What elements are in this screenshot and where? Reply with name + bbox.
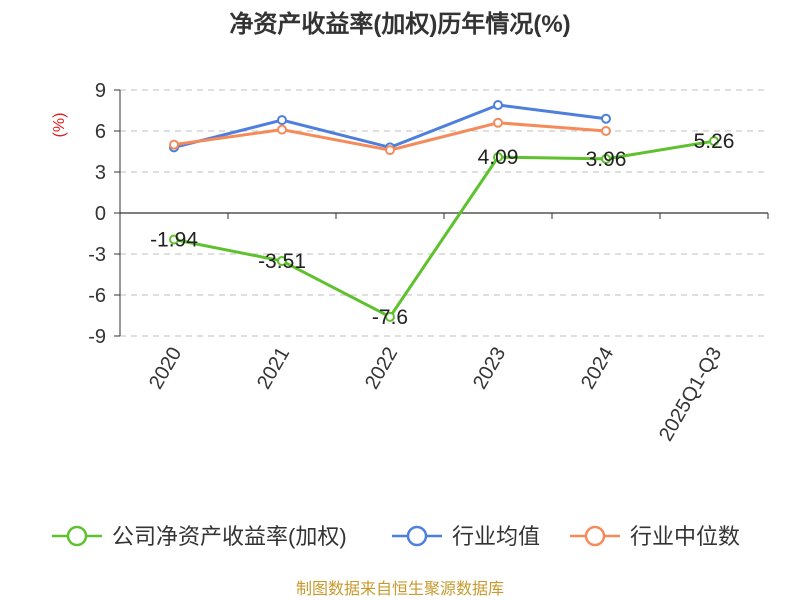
chart-title: 净资产收益率(加权)历年情况(%) [229, 10, 570, 38]
data-label: -1.94 [150, 229, 198, 252]
legend-label: 行业均值 [452, 524, 540, 549]
x-tick-label: 2025Q1-Q3 [655, 344, 726, 446]
y-tick-label: 3 [95, 162, 106, 184]
data-label: 3.96 [586, 148, 627, 171]
legend-swatch-marker [66, 525, 88, 547]
data-point [277, 124, 287, 135]
data-label: 4.09 [478, 146, 519, 169]
data-label: -3.51 [258, 250, 306, 273]
y-tick-label: 6 [95, 121, 106, 143]
legend-label: 行业中位数 [630, 524, 740, 549]
gridlines [120, 89, 768, 337]
data-point [709, 136, 719, 147]
data-point [385, 311, 395, 322]
y-tick-label: 0 [95, 203, 106, 225]
y-axis-ticks: 9 6 3 0 -3 -6 -9 [88, 80, 120, 348]
y-tick-label: -6 [88, 285, 106, 307]
y-tick-label: 9 [95, 80, 106, 102]
data-point [493, 152, 503, 163]
data-point [169, 234, 179, 245]
data-point [277, 255, 287, 266]
data-labels: -1.94 -3.51 -7.6 4.09 3.96 5.26 [150, 130, 734, 329]
legend-item: 行业中位数 [570, 524, 740, 549]
series-group [169, 100, 719, 322]
y-tick-label: -3 [88, 244, 106, 266]
data-point [601, 126, 611, 136]
data-point [169, 139, 179, 150]
data-point [493, 100, 503, 111]
source-note: 制图数据来自恒生聚源数据库 [296, 580, 504, 598]
legend-label: 公司净资产收益率(加权) [112, 524, 347, 549]
data-point [493, 117, 503, 128]
y-axis-unit-label: (%) [51, 113, 68, 138]
data-point [385, 145, 395, 156]
data-point [601, 113, 611, 124]
x-tick-label: 2022 [361, 344, 402, 394]
legend-item: 行业均值 [392, 524, 540, 549]
legend-item: 公司净资产收益率(加权) [52, 524, 347, 549]
x-tick-label: 2023 [469, 344, 510, 394]
data-point [277, 115, 287, 126]
series-line [173, 139, 715, 319]
x-tick-label: 2021 [253, 344, 294, 394]
data-label: 5.26 [694, 130, 735, 153]
data-point [601, 153, 611, 164]
legend-swatch-marker [406, 525, 428, 547]
x-tick-label: 2024 [577, 344, 618, 394]
y-tick-label: -9 [88, 326, 106, 348]
legend: 公司净资产收益率(加权) 行业均值 行业中位数 [52, 524, 740, 549]
data-label: -7.6 [372, 306, 408, 329]
legend-swatch-marker [584, 525, 606, 547]
x-tick-label: 2020 [145, 344, 186, 394]
